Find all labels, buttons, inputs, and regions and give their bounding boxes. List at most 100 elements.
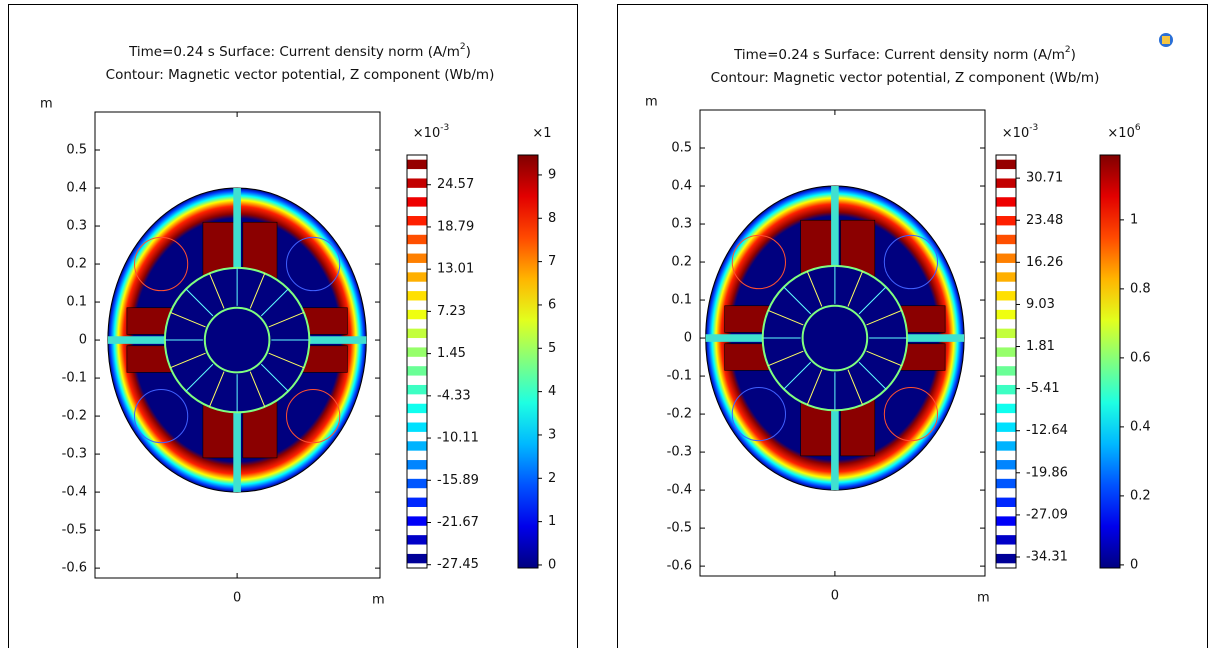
colorbar-tick-label: -27.45 — [437, 557, 479, 572]
colorbar-tick-label: 13.01 — [437, 262, 474, 277]
title-text: ) — [466, 44, 471, 60]
contour-level — [996, 554, 1016, 563]
contour-level — [996, 535, 1016, 544]
colorbar-multiplier: ×1 — [532, 126, 551, 141]
contour-level — [407, 498, 427, 507]
contour-level — [996, 423, 1016, 432]
colorbar-tick-label: 3 — [548, 427, 556, 442]
y-tick-label: -0.5 — [62, 523, 87, 538]
contour-level — [996, 178, 1016, 187]
colorbar-tick-label: 7.23 — [437, 304, 466, 319]
multiplier-exponent: -3 — [440, 123, 449, 133]
contour-level — [996, 498, 1016, 507]
colorbar-tick-label: 4 — [548, 384, 556, 399]
y-tick-label: 0.3 — [66, 219, 87, 234]
contour-level — [996, 291, 1016, 300]
y-tick-label: 0.2 — [66, 257, 87, 272]
contour-level — [407, 404, 427, 413]
chart-subtitle: Contour: Magnetic vector potential, Z co… — [711, 70, 1100, 86]
colorbar-tick-label: 24.57 — [437, 177, 474, 192]
contour-level — [407, 385, 427, 394]
contour-level — [996, 460, 1016, 469]
contour-level — [996, 197, 1016, 206]
y-tick-label: 0.5 — [671, 141, 692, 156]
y-tick-label: 0.5 — [66, 143, 87, 158]
colorbar-tick-label: -21.67 — [437, 515, 479, 530]
x-tick-label: 0 — [831, 589, 839, 604]
y-tick-label: -0.2 — [667, 407, 692, 422]
contour-level — [996, 310, 1016, 319]
y-tick-label: 0 — [79, 333, 87, 348]
contour-level — [996, 254, 1016, 263]
contour-level — [407, 423, 427, 432]
y-tick-label: -0.4 — [62, 485, 87, 500]
multiplier-base: ×10 — [1002, 126, 1029, 141]
contour-level — [996, 272, 1016, 281]
colorbar-tick-label: 0.6 — [1130, 350, 1151, 365]
colorbar-tick-label: 1.81 — [1026, 339, 1055, 354]
title-text: ) — [1071, 47, 1076, 63]
contour-level — [996, 404, 1016, 413]
y-tick-label: -0.1 — [667, 369, 692, 384]
colorbar-tick-label: 9 — [548, 167, 556, 182]
chart-subtitle: Contour: Magnetic vector potential, Z co… — [106, 67, 495, 83]
colorbar-tick-label: 18.79 — [437, 219, 474, 234]
y-tick-label: 0.1 — [66, 295, 87, 310]
contour-level — [407, 441, 427, 450]
title-text: Time=0.24 s Surface: Current density nor… — [128, 44, 460, 60]
app-icon — [1159, 33, 1173, 47]
colorbar — [518, 155, 538, 568]
contour-level — [407, 310, 427, 319]
rotor — [205, 308, 270, 373]
colorbar — [1100, 155, 1120, 568]
rotor — [803, 306, 868, 371]
contour-level — [407, 516, 427, 525]
multiplier-base: ×1 — [532, 126, 551, 141]
contour-level — [996, 235, 1016, 244]
contour-level — [407, 460, 427, 469]
multiplier-base: ×10 — [413, 126, 440, 141]
contour-level — [996, 441, 1016, 450]
y-tick-label: 0 — [684, 331, 692, 346]
contour-level — [996, 347, 1016, 356]
contour-level — [407, 160, 427, 169]
contour-level — [407, 197, 427, 206]
y-tick-label: -0.3 — [62, 447, 87, 462]
y-tick-label: -0.6 — [62, 561, 87, 576]
x-tick-label: 0 — [233, 591, 241, 606]
multiplier-base: ×10 — [1107, 126, 1134, 141]
colorbar-tick-label: 0.2 — [1130, 488, 1151, 503]
y-tick-label: -0.1 — [62, 371, 87, 386]
multiplier-exponent: 6 — [1135, 123, 1141, 133]
colorbar-tick-label: -10.11 — [437, 431, 479, 446]
y-tick-label: -0.3 — [667, 445, 692, 460]
colorbar-tick-label: 16.26 — [1026, 255, 1063, 270]
colorbar-tick-label: 1.45 — [437, 346, 466, 361]
contour-level — [407, 479, 427, 488]
contour-level — [996, 516, 1016, 525]
contour-level — [407, 254, 427, 263]
contour-level — [407, 235, 427, 244]
colorbar-tick-label: -15.89 — [437, 473, 479, 488]
x-unit: m — [372, 593, 385, 608]
screenshot: Time=0.24 s Surface: Current density nor… — [0, 0, 1216, 648]
y-tick-label: 0.4 — [671, 179, 692, 194]
colorbar-tick-label: 0.8 — [1130, 281, 1151, 296]
colorbar-tick-label: -12.64 — [1026, 423, 1068, 438]
colorbar-tick-label: 6 — [548, 297, 556, 312]
contour-level — [996, 216, 1016, 225]
colorbar-tick-label: 0 — [548, 557, 556, 572]
colorbar-tick-label: -34.31 — [1026, 549, 1068, 564]
contour-level — [407, 554, 427, 563]
contour-level — [407, 329, 427, 338]
contour-level — [996, 385, 1016, 394]
contour-level — [996, 479, 1016, 488]
colorbar-tick-label: 7 — [548, 254, 556, 269]
contour-level — [407, 535, 427, 544]
y-tick-label: -0.4 — [667, 483, 692, 498]
y-tick-label: -0.5 — [667, 521, 692, 536]
contour-level — [996, 160, 1016, 169]
colorbar-tick-label: -19.86 — [1026, 465, 1068, 480]
y-unit: m — [40, 97, 53, 112]
contour-level — [407, 178, 427, 187]
